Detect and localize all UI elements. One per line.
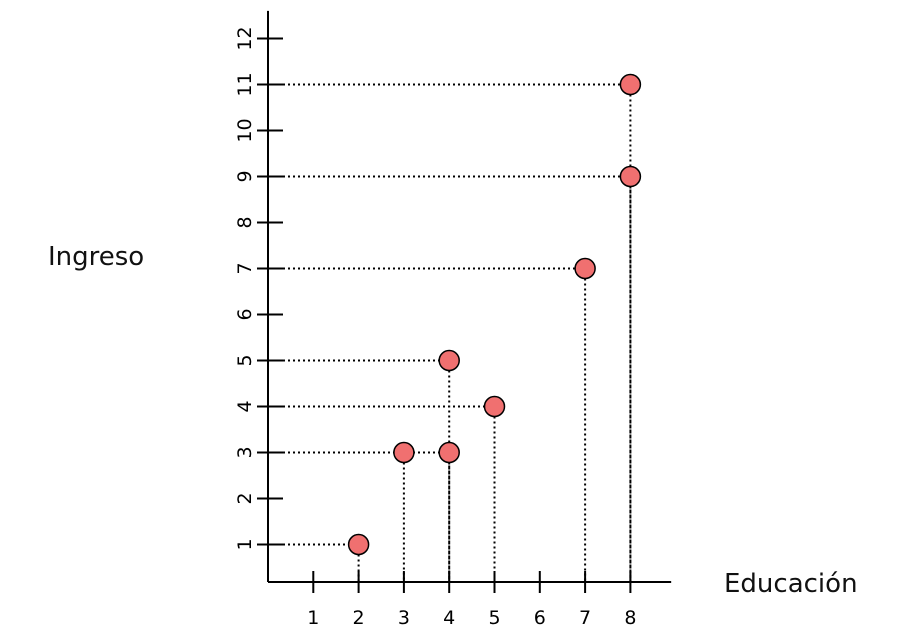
y-tick-label: 10 [234, 118, 256, 142]
y-tick-label: 3 [234, 446, 256, 458]
x-axis-title: Educación [724, 569, 858, 599]
y-tick-label: 4 [234, 400, 256, 412]
data-point [619, 165, 642, 188]
x-tick-label: 6 [534, 607, 546, 629]
data-point [574, 257, 596, 280]
x-tick-label: 8 [624, 607, 636, 629]
guide-lines-layer [268, 83, 632, 582]
data-point [483, 395, 506, 418]
x-tick-label: 5 [488, 607, 500, 629]
y-tick-label: 12 [234, 26, 256, 50]
data-point [619, 73, 642, 96]
x-tick-label: 3 [398, 607, 410, 629]
points-layer [347, 73, 642, 556]
x-tick-label: 2 [353, 607, 365, 629]
data-point [438, 441, 460, 464]
y-tick-label: 8 [234, 216, 256, 228]
x-tick-label: 1 [307, 607, 319, 629]
y-tick-label: 1 [234, 538, 256, 550]
y-tick-label: 11 [234, 72, 256, 96]
y-tick-label: 5 [234, 354, 256, 366]
data-point [438, 349, 460, 372]
x-tick-label: 4 [443, 607, 455, 629]
y-tick-label: 7 [234, 262, 256, 274]
y-axis-title: Ingreso [48, 242, 144, 272]
y-tick-label: 9 [234, 170, 256, 182]
axes-layer [267, 10, 672, 583]
data-point [393, 441, 415, 464]
x-tick-label: 7 [579, 607, 591, 629]
y-tick-label: 2 [234, 492, 256, 504]
data-point [347, 533, 370, 556]
y-tick-label: 6 [234, 308, 256, 320]
